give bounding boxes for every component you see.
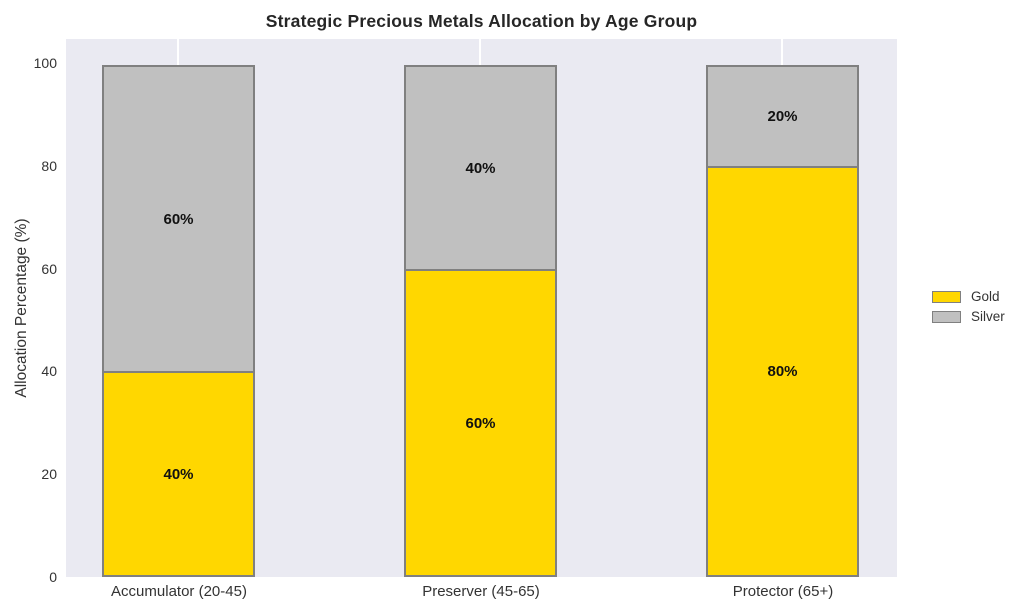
silver-segment-label: 60% (163, 210, 194, 228)
silver-segment-label: 20% (767, 108, 798, 125)
gold-segment-label: 80% (767, 363, 798, 380)
gold-segment-label: 60% (465, 414, 496, 432)
legend-entry-gold: Gold (932, 289, 1005, 304)
bar-protector: 20% 80% (706, 65, 859, 577)
y-tick-label: 0 (49, 569, 57, 585)
silver-segment-label: 40% (465, 159, 496, 177)
gold-segment-label: 40% (163, 465, 194, 483)
silver-segment: 60% (102, 65, 255, 373)
bar-accumulator: 60% 40% (102, 65, 255, 577)
x-tick-label: Preserver (45-65) (422, 583, 540, 600)
y-tick-label: 20 (41, 466, 57, 482)
gold-segment: 40% (102, 371, 255, 577)
x-tick-label: Protector (65+) (732, 583, 834, 600)
legend-label-gold: Gold (971, 289, 1000, 304)
legend-swatch-gold (932, 290, 961, 303)
legend: Gold Silver (932, 289, 1005, 324)
y-tick-label: 100 (33, 55, 57, 71)
plot-area: 60% 40% 40% 60% 20% 80% (66, 39, 897, 577)
bar-preserver: 40% 60% (404, 65, 557, 577)
silver-segment: 40% (404, 65, 557, 271)
legend-entry-silver: Silver (932, 309, 1005, 324)
legend-label-silver: Silver (971, 309, 1005, 324)
chart-title: Strategic Precious Metals Allocation by … (265, 11, 698, 31)
x-tick-label: Accumulator (20-45) (111, 583, 247, 600)
y-tick-label: 80 (41, 158, 57, 174)
y-tick-label: 60 (41, 261, 57, 277)
gold-segment: 60% (404, 269, 557, 577)
y-tick-label: 40 (41, 363, 57, 379)
silver-segment: 20% (706, 65, 859, 168)
legend-swatch-silver (932, 310, 961, 323)
gold-segment: 80% (706, 166, 859, 577)
y-axis-title: Allocation Percentage (%) (13, 218, 30, 398)
